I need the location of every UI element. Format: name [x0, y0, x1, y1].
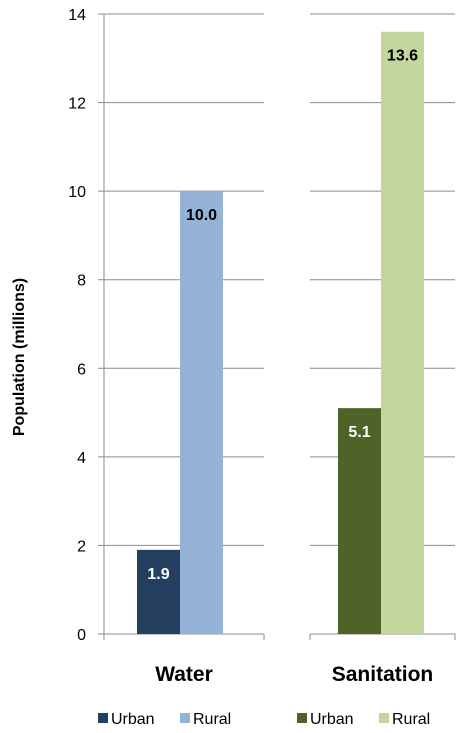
legend-label: Rural	[193, 711, 231, 728]
category-label: Sanitation	[332, 663, 434, 686]
axes: 0 2 4 6 8 10 12 14 Water Sanitation	[68, 7, 456, 686]
y-tick-label: 4	[77, 450, 86, 467]
bar-water-urban	[137, 549, 180, 634]
legend-swatch	[180, 713, 190, 723]
y-tick-label: 6	[77, 361, 86, 378]
data-label: 10.0	[186, 207, 217, 224]
y-tick-label: 12	[68, 96, 86, 113]
legend-label: Urban	[111, 711, 155, 728]
bars	[137, 31, 424, 634]
y-tick-label: 0	[77, 627, 86, 644]
legend-label: Urban	[310, 711, 354, 728]
legend-swatch	[379, 713, 389, 723]
bar-water-rural	[180, 191, 223, 634]
legend-label: Rural	[392, 711, 430, 728]
y-tick-label: 2	[77, 538, 86, 555]
y-tick-label: 14	[68, 7, 86, 24]
data-label: 1.9	[147, 566, 169, 583]
y-axis-label: Population (millions)	[11, 278, 28, 436]
data-label: 13.6	[387, 48, 418, 65]
legend-swatch	[297, 713, 307, 723]
legend-swatch	[98, 713, 108, 723]
category-label: Water	[155, 663, 213, 686]
y-tick-label: 8	[77, 273, 86, 290]
bar-sanitation-urban	[338, 408, 381, 634]
bar-sanitation-rural	[381, 31, 424, 634]
data-labels: 1.9 10.0 5.1 13.6	[147, 48, 418, 583]
legend: Urban Rural Urban Rural	[98, 711, 430, 728]
y-tick-label: 10	[68, 184, 86, 201]
data-label: 5.1	[348, 424, 370, 441]
